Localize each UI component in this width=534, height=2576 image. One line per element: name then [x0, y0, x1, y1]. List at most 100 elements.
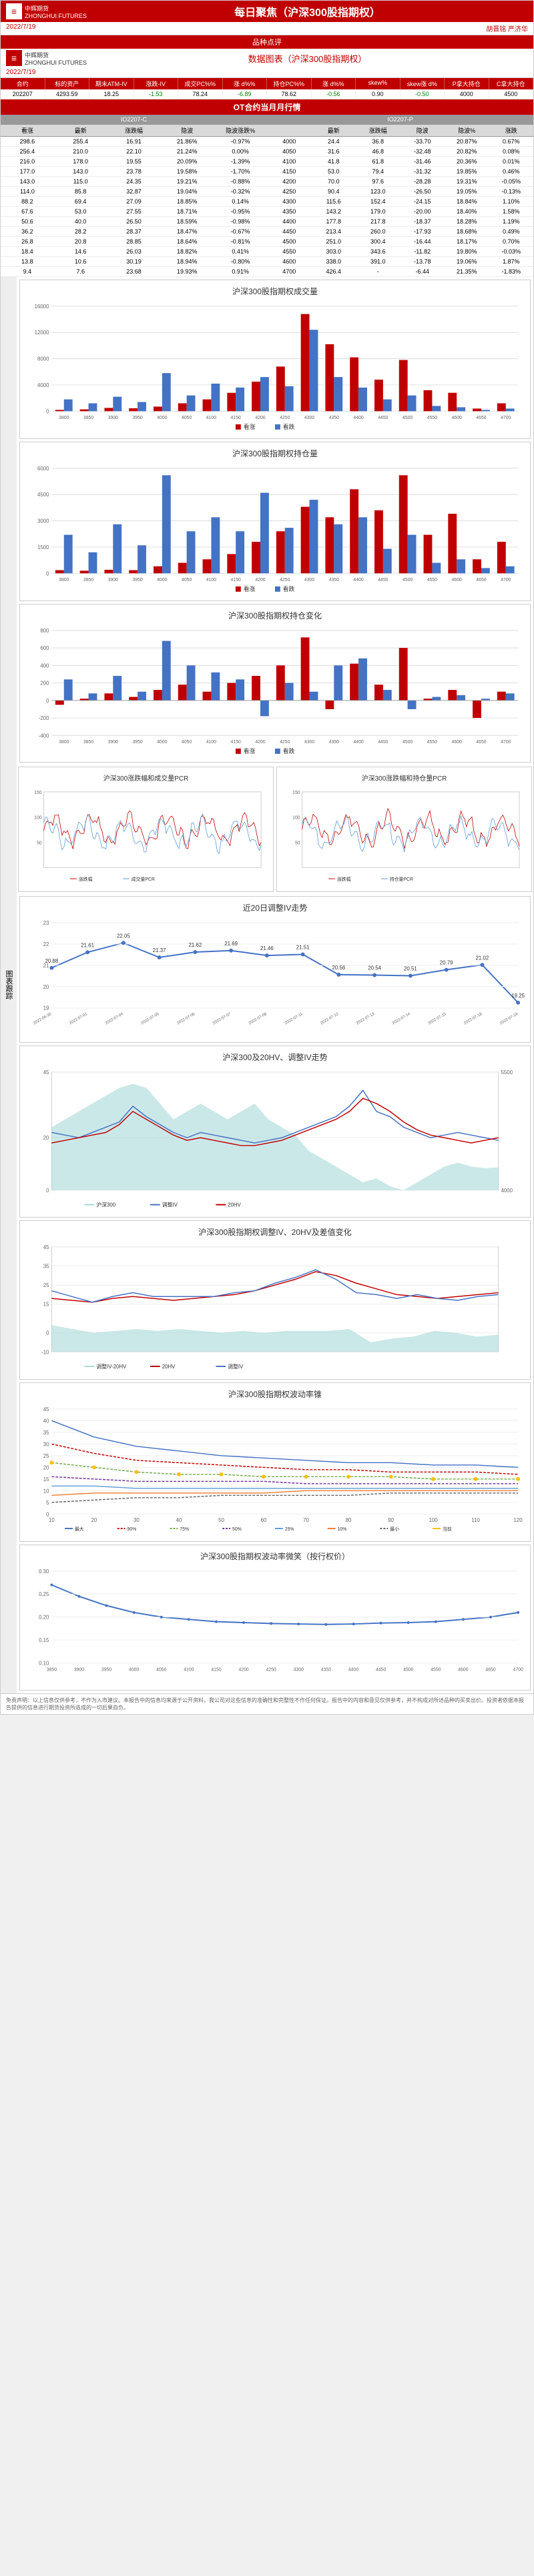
- svg-text:调整IV: 调整IV: [228, 1363, 244, 1370]
- chart-svg: 0204540005500沪深300调整IV20HV: [25, 1065, 525, 1210]
- svg-text:10: 10: [43, 1488, 49, 1494]
- svg-text:90: 90: [388, 1517, 394, 1523]
- svg-text:-400: -400: [39, 733, 49, 739]
- svg-text:0.15: 0.15: [39, 1637, 49, 1643]
- svg-text:3850: 3850: [83, 740, 93, 745]
- svg-text:看跌: 看跌: [283, 586, 295, 592]
- svg-text:4700: 4700: [501, 578, 511, 582]
- svg-text:2022-07-07: 2022-07-07: [212, 1013, 232, 1026]
- svg-text:4000: 4000: [501, 1188, 513, 1194]
- svg-text:4100: 4100: [206, 578, 216, 582]
- svg-text:20.79: 20.79: [440, 960, 453, 966]
- svg-text:2022-07-15: 2022-07-15: [428, 1012, 448, 1026]
- svg-text:2022-07-12: 2022-07-12: [320, 1013, 339, 1026]
- svg-text:3850: 3850: [83, 578, 93, 582]
- svg-text:19.25: 19.25: [511, 993, 525, 999]
- options-table: IO2207-C 看涨最新涨跌幅隐波隐波涨跌% 298.6255.416.912…: [1, 115, 533, 277]
- svg-text:4700: 4700: [501, 416, 511, 420]
- footer: 免责声明：以上信息仅供参考，不作为入市建议。本报告中的信息均来源于公开资料，我公…: [1, 1693, 533, 1714]
- svg-text:25: 25: [43, 1453, 49, 1459]
- svg-text:4050: 4050: [182, 740, 192, 745]
- svg-text:50%: 50%: [232, 1527, 242, 1532]
- svg-text:25: 25: [43, 1282, 49, 1288]
- svg-text:4650: 4650: [476, 416, 486, 420]
- svg-text:4700: 4700: [501, 740, 511, 745]
- svg-text:20HV: 20HV: [228, 1202, 241, 1208]
- svg-text:4000: 4000: [129, 1667, 139, 1672]
- svg-text:4350: 4350: [321, 1667, 331, 1672]
- logo-icon: ≡: [6, 3, 22, 19]
- svg-text:100: 100: [34, 816, 42, 821]
- svg-text:21.37: 21.37: [153, 948, 166, 954]
- svg-text:4500: 4500: [37, 492, 49, 498]
- svg-text:看涨: 看涨: [244, 748, 256, 755]
- svg-text:3950: 3950: [132, 416, 142, 420]
- svg-text:23: 23: [43, 920, 49, 926]
- svg-text:21.62: 21.62: [189, 943, 202, 949]
- header: ≡ 中辉期货ZHONGHUI FUTURES 每日聚焦（沪深300股指期权）: [1, 1, 533, 22]
- svg-text:3900: 3900: [108, 416, 118, 420]
- svg-text:4450: 4450: [378, 578, 388, 582]
- svg-text:16000: 16000: [35, 304, 49, 310]
- svg-text:20: 20: [91, 1517, 97, 1523]
- svg-text:1500: 1500: [37, 544, 49, 550]
- svg-text:4250: 4250: [280, 416, 290, 420]
- svg-text:20: 20: [43, 1464, 49, 1470]
- svg-text:4550: 4550: [431, 1667, 441, 1672]
- svg-text:4650: 4650: [476, 740, 486, 745]
- svg-text:4500: 4500: [403, 740, 413, 745]
- svg-text:20HV: 20HV: [162, 1364, 176, 1370]
- svg-text:30: 30: [43, 1441, 49, 1447]
- svg-text:4500: 4500: [403, 578, 413, 582]
- svg-text:4400: 4400: [353, 578, 363, 582]
- svg-text:200: 200: [40, 680, 49, 686]
- company-en: ZHONGHUI FUTURES: [25, 13, 87, 19]
- svg-text:400: 400: [40, 663, 49, 669]
- svg-text:70: 70: [303, 1517, 309, 1523]
- svg-text:50: 50: [218, 1517, 224, 1523]
- svg-text:4650: 4650: [476, 578, 486, 582]
- svg-text:20: 20: [43, 984, 49, 990]
- chart-svg: 0.100.150.200.250.3038503900395040004050…: [25, 1565, 525, 1683]
- svg-text:2022-07-06: 2022-07-06: [176, 1012, 196, 1026]
- svg-text:3800: 3800: [59, 740, 69, 745]
- chart-svg: 0400080001200016000380038503900395040004…: [25, 300, 525, 431]
- svg-text:22.05: 22.05: [117, 933, 130, 939]
- svg-text:4400: 4400: [348, 1667, 358, 1672]
- subheader: 品种点评: [1, 35, 533, 49]
- svg-text:0: 0: [46, 697, 49, 703]
- svg-text:3900: 3900: [108, 578, 118, 582]
- svg-text:4000: 4000: [157, 578, 167, 582]
- svg-text:4300: 4300: [294, 1667, 304, 1672]
- svg-text:19: 19: [43, 1005, 49, 1011]
- svg-text:2022-07-08: 2022-07-08: [248, 1012, 268, 1026]
- svg-text:0: 0: [46, 1511, 49, 1517]
- svg-text:3800: 3800: [59, 578, 69, 582]
- page-title: 每日聚焦（沪深300股指期权）: [87, 3, 528, 19]
- svg-text:21.02: 21.02: [476, 955, 489, 961]
- svg-text:45: 45: [43, 1069, 49, 1075]
- svg-text:45: 45: [43, 1406, 49, 1412]
- svg-text:3950: 3950: [132, 578, 142, 582]
- svg-text:0: 0: [46, 408, 49, 414]
- svg-text:沪深300: 沪深300: [96, 1201, 115, 1208]
- svg-text:当前: 当前: [443, 1526, 452, 1532]
- otm-title: OT合约当月月行情: [1, 99, 533, 115]
- svg-text:100: 100: [429, 1517, 439, 1523]
- svg-text:30: 30: [134, 1517, 140, 1523]
- svg-text:20: 20: [43, 1135, 49, 1141]
- svg-text:20.51: 20.51: [404, 966, 417, 972]
- svg-text:4600: 4600: [452, 416, 462, 420]
- svg-text:2022-07-01: 2022-07-01: [69, 1013, 88, 1026]
- svg-text:看涨: 看涨: [244, 424, 256, 430]
- svg-text:4150: 4150: [231, 416, 241, 420]
- svg-text:0: 0: [46, 570, 49, 576]
- svg-text:0: 0: [46, 1330, 49, 1336]
- svg-text:2022-07-05: 2022-07-05: [141, 1012, 161, 1026]
- svg-text:3900: 3900: [74, 1667, 84, 1672]
- svg-text:35: 35: [43, 1430, 49, 1436]
- svg-text:看涨: 看涨: [244, 586, 256, 592]
- svg-text:4450: 4450: [378, 740, 388, 745]
- svg-text:8000: 8000: [37, 356, 49, 362]
- svg-text:4600: 4600: [452, 578, 462, 582]
